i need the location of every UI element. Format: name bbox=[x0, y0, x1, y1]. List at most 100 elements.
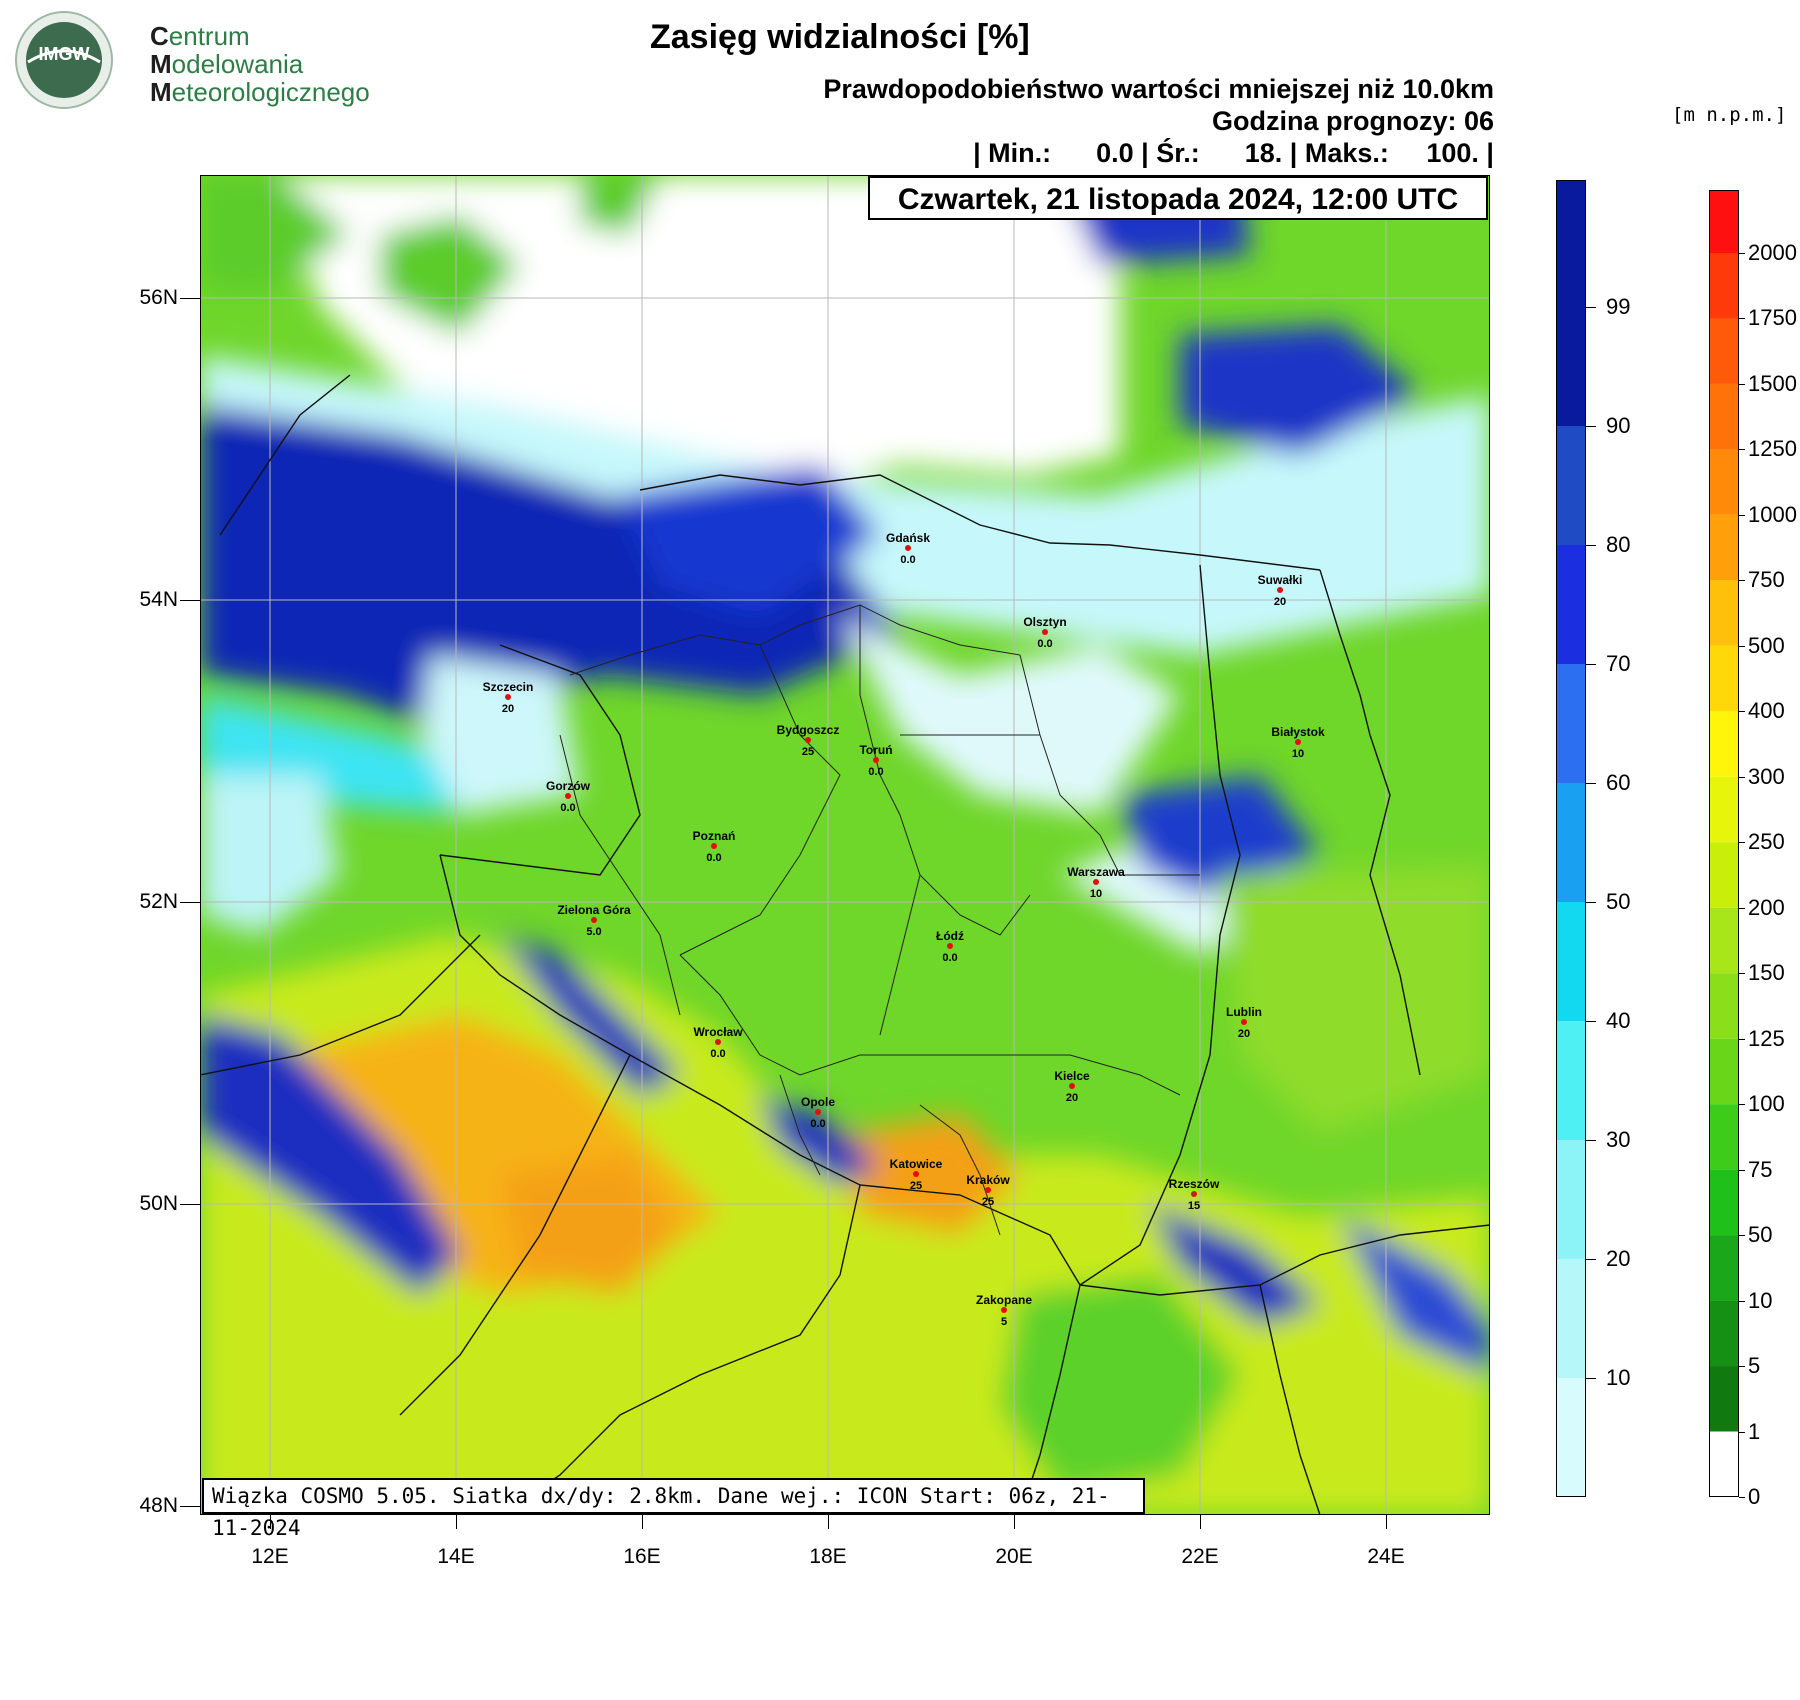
height-colorbar-label: 300 bbox=[1748, 763, 1785, 789]
city-label: Gorzów bbox=[546, 779, 590, 793]
city-marker bbox=[947, 943, 953, 949]
height-colorbar-segment bbox=[1709, 842, 1739, 908]
height-colorbar-label: 100 bbox=[1748, 1091, 1785, 1117]
city-value: 0.0 bbox=[942, 952, 958, 964]
height-colorbar-label: 400 bbox=[1748, 698, 1785, 724]
lon-tick-label: 24E bbox=[1367, 1545, 1405, 1568]
prob-colorbar-segment bbox=[1556, 783, 1586, 902]
height-colorbar-tick bbox=[1739, 645, 1745, 647]
city-value: 5.0 bbox=[586, 926, 602, 938]
city-marker bbox=[1191, 1191, 1197, 1197]
prob-colorbar-label: 30 bbox=[1606, 1127, 1631, 1152]
lon-tick-label: 14E bbox=[437, 1545, 475, 1568]
height-colorbar-segment bbox=[1709, 383, 1739, 450]
height-colorbar-tick bbox=[1739, 1300, 1745, 1302]
lon-tick bbox=[1200, 1515, 1201, 1529]
city-marker bbox=[1295, 739, 1301, 745]
prob-colorbar-segment bbox=[1556, 1140, 1586, 1259]
city-value: 25 bbox=[801, 746, 815, 758]
lon-tick bbox=[1386, 1515, 1387, 1529]
map-grid bbox=[200, 175, 1490, 1515]
height-colorbar-tick bbox=[1739, 580, 1745, 582]
height-colorbar-segment bbox=[1709, 1366, 1739, 1432]
prob-colorbar-segment bbox=[1556, 1259, 1586, 1378]
lon-tick-label: 20E bbox=[995, 1545, 1033, 1568]
city-label: Łódź bbox=[936, 929, 964, 943]
imgw-logo: IMGW Centrum Modelowania Meteorologiczne… bbox=[10, 10, 385, 110]
model-info-box: Wiązka COSMO 5.05. Siatka dx/dy: 2.8km. … bbox=[202, 1478, 1145, 1540]
prob-colorbar-tick bbox=[1586, 902, 1596, 903]
city-label: Warszawa bbox=[1067, 865, 1125, 879]
height-colorbar-label: 75 bbox=[1748, 1156, 1773, 1182]
height-colorbar-tick bbox=[1739, 1169, 1745, 1171]
prob-colorbar-label: 99 bbox=[1606, 294, 1631, 319]
lat-tick bbox=[180, 902, 200, 903]
city-label: Wrocław bbox=[693, 1025, 743, 1039]
city-marker bbox=[1042, 629, 1048, 635]
height-colorbar-label: 0 bbox=[1748, 1484, 1761, 1509]
city-marker bbox=[805, 737, 811, 743]
city-value: 5 bbox=[1000, 1316, 1008, 1328]
lat-tick-label: 52N bbox=[139, 890, 178, 913]
city-marker bbox=[815, 1109, 821, 1115]
city-marker bbox=[565, 793, 571, 799]
city-value: 10 bbox=[1291, 748, 1305, 760]
city-value: 15 bbox=[1187, 1200, 1201, 1212]
city-marker bbox=[711, 843, 717, 849]
city-marker bbox=[905, 545, 911, 551]
height-colorbar-segment bbox=[1709, 1169, 1739, 1236]
height-colorbar-label: 750 bbox=[1748, 567, 1785, 593]
logo-badge-text: IMGW bbox=[39, 44, 90, 64]
height-colorbar-tick bbox=[1739, 318, 1745, 320]
prob-colorbar-label: 50 bbox=[1606, 889, 1631, 914]
height-colorbar-label: 250 bbox=[1748, 829, 1785, 855]
height-colorbar-tick bbox=[1739, 383, 1745, 385]
height-colorbar-segment bbox=[1709, 514, 1739, 581]
height-unit-label: [m n.p.m.] bbox=[1672, 104, 1787, 126]
city-value: 20 bbox=[501, 703, 515, 715]
city-label: Opole bbox=[800, 1095, 836, 1109]
height-colorbar bbox=[1709, 190, 1739, 1497]
height-colorbar-label: 200 bbox=[1748, 894, 1785, 920]
height-colorbar-tick bbox=[1739, 1104, 1745, 1106]
logo-line-2: Modelowania bbox=[150, 49, 304, 79]
city-value: 0.0 bbox=[560, 802, 576, 814]
probability-colorbar bbox=[1556, 180, 1586, 1497]
city-label: Suwałki bbox=[1257, 573, 1303, 587]
city-value: 25 bbox=[981, 1196, 995, 1208]
city-marker bbox=[985, 1187, 991, 1193]
prob-colorbar-segment bbox=[1556, 1021, 1586, 1140]
lon-tick-label: 18E bbox=[809, 1545, 847, 1568]
lat-tick bbox=[180, 600, 200, 601]
height-colorbar-tick bbox=[1739, 449, 1745, 451]
height-colorbar-label: 10 bbox=[1748, 1287, 1773, 1313]
height-colorbar-label: 5 bbox=[1748, 1353, 1761, 1379]
city-label: Olsztyn bbox=[1023, 615, 1067, 629]
city-marker bbox=[591, 917, 597, 923]
city-label: Zakopane bbox=[975, 1293, 1033, 1307]
lon-tick-label: 12E bbox=[251, 1545, 289, 1568]
prob-colorbar-tick bbox=[1586, 783, 1596, 784]
prob-colorbar-top bbox=[1556, 180, 1586, 307]
height-colorbar-segment bbox=[1709, 973, 1739, 1039]
city-marker bbox=[1093, 879, 1099, 885]
lon-tick bbox=[1014, 1515, 1015, 1529]
lon-tick-label: 22E bbox=[1181, 1545, 1219, 1568]
city-label: Kraków bbox=[966, 1173, 1010, 1187]
height-colorbar-top bbox=[1709, 190, 1739, 253]
height-colorbar-segment bbox=[1709, 1300, 1739, 1367]
height-colorbar-label: 125 bbox=[1748, 1025, 1785, 1051]
height-colorbar-tick bbox=[1739, 973, 1745, 975]
prob-colorbar-tick bbox=[1586, 1140, 1596, 1141]
city-label: Lublin bbox=[1226, 1005, 1262, 1019]
height-colorbar-segment bbox=[1709, 907, 1739, 974]
prob-colorbar-label: 80 bbox=[1606, 532, 1631, 557]
height-colorbar-segment bbox=[1709, 1038, 1739, 1105]
height-colorbar-label: 1500 bbox=[1748, 370, 1797, 396]
height-colorbar-tick bbox=[1739, 776, 1745, 778]
city-label: Białystok bbox=[1271, 725, 1325, 739]
city-value: 25 bbox=[909, 1180, 923, 1192]
height-colorbar-tick bbox=[1739, 842, 1745, 844]
country-borders bbox=[200, 374, 1490, 1515]
